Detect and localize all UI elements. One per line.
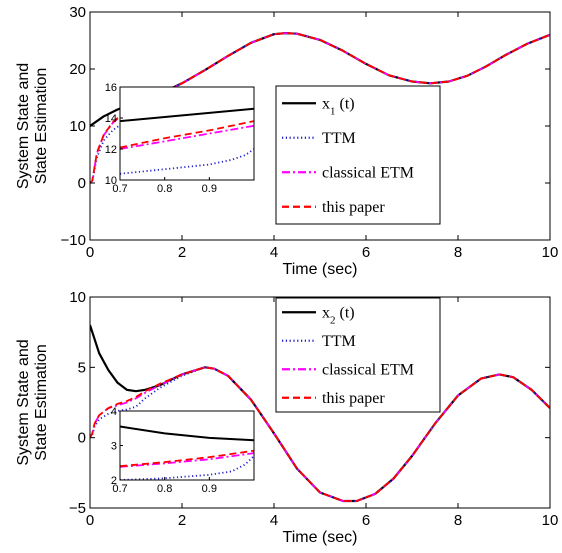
inset-x-tick-label: 0.7 <box>112 183 127 195</box>
legend-label: this paper <box>322 199 385 216</box>
y-tick-label: 0 <box>78 175 86 192</box>
inset-x-tick-label: 0.8 <box>157 183 172 195</box>
inset-series-line-1 <box>120 107 254 123</box>
series-line-4 <box>90 32 550 184</box>
legend-label-main: TTM <box>322 130 356 147</box>
inset-y-tick-label: 4 <box>111 406 117 418</box>
inset-series-line-3 <box>120 452 254 468</box>
y-tick-label: 0 <box>78 430 86 447</box>
y-axis-label: System State andState Estimation <box>15 339 50 465</box>
plot-area <box>90 324 550 503</box>
legend-label-main: this paper <box>322 199 385 216</box>
y-tick-label: 5 <box>78 359 86 376</box>
x-tick-label: 4 <box>270 244 278 261</box>
legend-label-main: TTM <box>322 333 356 350</box>
inset-y-tick-label: 3 <box>111 441 117 453</box>
inset-series-line-1 <box>120 425 254 442</box>
inset-x-tick-label: 0.9 <box>202 483 217 495</box>
legend-label: classical ETM <box>322 361 414 378</box>
x-tick-label: 0 <box>86 512 94 529</box>
inset-series-line-2 <box>120 455 254 480</box>
inset-series-line-3 <box>120 124 254 150</box>
inset-x-tick-label: 0.9 <box>202 183 217 195</box>
y-tick-label: 30 <box>69 4 86 21</box>
inset: 0.7 0.8 0.9 2 3 4 <box>111 406 255 495</box>
legend-label: TTM <box>322 333 356 350</box>
x-tick-label: 0 <box>86 244 94 261</box>
y-axis-label-line: State Estimation <box>33 344 50 461</box>
legend-label-subscript: 1 <box>330 105 336 117</box>
y-tick-label: −5 <box>69 500 86 517</box>
x-tick-label: 10 <box>542 244 559 261</box>
x-tick-label: 2 <box>178 244 186 261</box>
inset-background <box>120 411 254 480</box>
legend-label-main: this paper <box>322 390 385 407</box>
inset-series-line-4 <box>120 120 254 149</box>
legend-label-suffix: (t) <box>336 304 355 321</box>
inset-plot-area <box>120 107 254 175</box>
x-tick-label: 4 <box>270 512 278 529</box>
legend: x1 (t) TTM classical ETM this paper <box>275 85 441 225</box>
legend-label-main: x <box>322 95 330 112</box>
legend: x2 (t) TTM classical ETM this paper <box>275 297 441 413</box>
legend-label-subscript: 2 <box>330 314 336 326</box>
x-tick-label: 8 <box>454 512 462 529</box>
x-tick-label: 10 <box>542 512 559 529</box>
legend-label: classical ETM <box>322 164 414 181</box>
x-tick-label: 2 <box>178 512 186 529</box>
legend-label-suffix: (t) <box>336 95 355 112</box>
y-axis-label-line: State Estimation <box>33 68 50 185</box>
inset-plot-area <box>120 425 254 480</box>
inset: 0.7 0.8 0.9 10 12 14 16 <box>105 82 255 195</box>
inset-x-tick-label: 0.7 <box>112 483 127 495</box>
inset-y-tick-label: 12 <box>105 144 117 156</box>
x-axis-label: Time (sec) <box>283 529 358 546</box>
y-tick-label: 10 <box>69 289 86 306</box>
x-tick-label: 6 <box>362 512 370 529</box>
legend-label: TTM <box>322 130 356 147</box>
y-axis-label-line: System State and <box>15 63 32 189</box>
inset-y-tick-label: 2 <box>111 475 117 487</box>
legend-label: x2 (t) <box>322 304 355 326</box>
legend-label: this paper <box>322 390 385 407</box>
y-tick-label: −10 <box>61 232 86 249</box>
series-line-4 <box>90 366 550 502</box>
y-tick-label: 20 <box>69 61 86 78</box>
legend-label-main: classical ETM <box>322 361 414 378</box>
legend-label-main: classical ETM <box>322 164 414 181</box>
y-tick-label: 10 <box>69 118 86 135</box>
inset-y-tick-label: 14 <box>105 113 117 125</box>
y-axis-label: System State andState Estimation <box>15 63 50 189</box>
x-tick-label: 6 <box>362 244 370 261</box>
inset-y-tick-label: 16 <box>105 82 117 94</box>
inset-box <box>119 86 255 181</box>
x-tick-label: 8 <box>454 244 462 261</box>
legend-box <box>275 297 441 413</box>
y-axis-label-line: System State and <box>15 339 32 465</box>
axes-box <box>89 296 551 509</box>
inset-y-tick-label: 10 <box>105 175 117 187</box>
legend-label-main: x <box>322 304 330 321</box>
legend-box <box>275 85 441 225</box>
inset-x-tick-label: 0.8 <box>157 483 172 495</box>
legend-label: x1 (t) <box>322 95 355 117</box>
inset-series-line-4 <box>120 449 254 468</box>
x-axis-label: Time (sec) <box>283 261 358 278</box>
